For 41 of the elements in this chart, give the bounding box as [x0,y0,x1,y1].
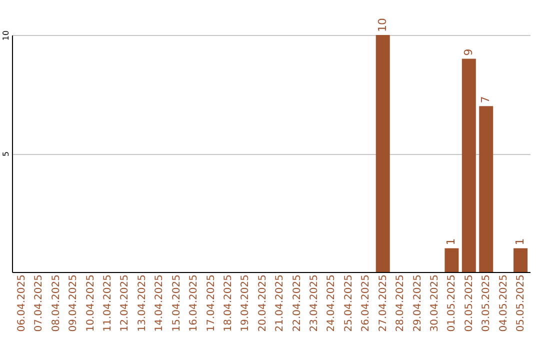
x-tick-label: 06.04.2025 [16,274,28,332]
bar [479,106,494,272]
x-tick-label: 16.04.2025 [188,274,200,332]
x-tick-label: 24.04.2025 [326,274,338,332]
x-tick-label: 20.04.2025 [257,274,268,332]
x-tick-label: 30.04.2025 [429,274,440,332]
x-tick-label: 13.04.2025 [136,274,148,332]
x-tick-label: 12.04.2025 [120,274,131,332]
x-tick-label: 26.04.2025 [360,274,372,332]
x-tick-label: 05.05.2025 [516,274,527,332]
bar [462,58,476,272]
x-tick-label: 27.04.2025 [378,274,389,332]
x-tick-label: 15.04.2025 [171,274,182,332]
x-tick-label: 22.04.2025 [292,274,303,332]
x-tick-label: 03.05.2025 [481,274,492,332]
x-tick-label: 02.05.2025 [464,274,475,332]
x-tick-label: 11.04.2025 [102,274,114,332]
x-tick-label: 09.04.2025 [68,274,80,332]
data-label: 1 [444,238,458,246]
x-tick-label: 07.04.2025 [34,274,45,332]
y-tick-label: 5 [2,151,10,157]
x-tick-label: 21.04.2025 [274,274,286,332]
x-tick-label: 04.05.2025 [498,274,510,332]
x-tick-label: 28.04.2025 [395,274,406,332]
data-label: 1 [514,238,527,246]
x-tick-label: 08.04.2025 [50,274,62,332]
bar [514,248,528,272]
x-tick-label: 10.04.2025 [85,274,96,332]
x-tick-label: 01.05.2025 [446,274,458,332]
data-label: 7 [479,96,492,104]
x-tick-label: 14.04.2025 [154,274,166,332]
data-label: 10 [376,18,389,32]
bar [444,248,459,272]
x-tick-label: 18.04.2025 [222,274,234,332]
x-tick-label: 29.04.2025 [412,274,424,332]
x-tick-label: 23.04.2025 [309,274,320,332]
x-tick-label: 17.04.2025 [206,274,217,332]
x-tick-label: 25.04.2025 [343,274,354,332]
x-tick-label: 19.04.2025 [240,274,252,332]
bar [376,35,390,272]
data-label: 9 [462,48,475,56]
